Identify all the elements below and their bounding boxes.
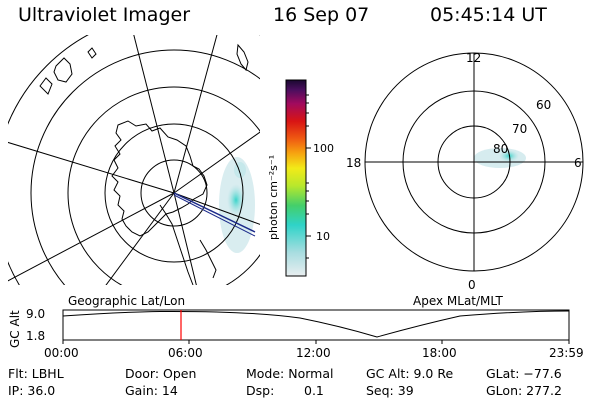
- mlat-label-80: 80: [493, 142, 508, 156]
- lat-circle: [30, 49, 260, 285]
- magnetic-polar-plot: [364, 52, 584, 272]
- seq-field: Seq: 39: [366, 383, 414, 398]
- colorbar-tick-10: 10: [316, 230, 330, 243]
- timeline-ytick-low: 1.8: [26, 329, 45, 343]
- timeline-frame: [62, 309, 570, 341]
- timeline-xtick: 18:00: [422, 346, 457, 360]
- timeline-ytick-high: 9.0: [26, 307, 45, 321]
- colorbar-tick-100: 100: [313, 142, 334, 155]
- south-america-coast: [199, 239, 217, 279]
- australia-coast: [53, 57, 73, 83]
- altitude-timeline: [62, 309, 570, 344]
- aurora-core: [227, 184, 245, 216]
- filter-field: Flt: LBHL: [8, 366, 64, 381]
- meridian: [105, 192, 175, 285]
- observation-time: 05:45:14 UT: [430, 4, 547, 26]
- lat-circle: [104, 123, 244, 263]
- instrument-title: Ultraviolet Imager: [18, 4, 191, 26]
- mlt-label-12: 12: [466, 51, 481, 65]
- aurora-core-mag: [499, 150, 519, 162]
- africa-coast: [236, 43, 249, 72]
- door-field: Door: Open: [125, 366, 197, 381]
- antarctica-coastline: [111, 120, 208, 237]
- glon-field: GLon: 277.2: [486, 383, 562, 398]
- mode-field: Mode: Normal: [246, 366, 334, 381]
- orbit-track: [173, 192, 256, 233]
- gc-alt-field: GC Alt: 9.0 Re: [366, 366, 454, 381]
- meridian: [173, 35, 218, 194]
- antarctic-peninsula: [159, 204, 194, 285]
- meridian: [8, 141, 175, 194]
- mlt-label-0: 0: [468, 278, 476, 292]
- dsp-value: 0.1: [304, 383, 324, 398]
- glat-field: GLat: −77.6: [486, 366, 562, 381]
- meridian: [173, 192, 260, 225]
- geographic-map: [8, 35, 260, 285]
- colorbar-ticks: [306, 94, 311, 259]
- ip-field: IP: 36.0: [8, 383, 56, 398]
- meridian: [173, 192, 197, 285]
- lat-circle: [140, 159, 208, 227]
- timeline-xtick: 23:59: [549, 346, 584, 360]
- dsp-label: Dsp:: [246, 383, 275, 398]
- timeline-xtick: 12:00: [296, 346, 331, 360]
- timeline-xtick: 00:00: [44, 346, 79, 360]
- mlt-label-18: 18: [346, 156, 361, 170]
- gain-field: Gain: 14: [125, 383, 178, 398]
- mlat-label-70: 70: [512, 122, 527, 136]
- apex-caption: Apex MLat/MLT: [413, 294, 503, 308]
- mlat-label-60: 60: [536, 98, 551, 112]
- meridian: [8, 192, 175, 282]
- timeline-ylabel: GC Alt: [8, 310, 22, 348]
- geographic-caption: Geographic Lat/Lon: [68, 294, 185, 308]
- colorbar-unit-label: photon cm⁻²s⁻¹: [267, 155, 280, 240]
- timeline-x-ticks: [62, 340, 570, 344]
- timeline-xtick: 06:00: [168, 346, 203, 360]
- colorbar: [285, 79, 307, 277]
- observation-date: 16 Sep 07: [273, 4, 370, 26]
- meridian: [173, 131, 260, 194]
- meridian: [133, 35, 175, 194]
- mlt-label-6: 6: [574, 156, 582, 170]
- altitude-curve: [62, 310, 570, 338]
- lat-circle: [67, 86, 260, 285]
